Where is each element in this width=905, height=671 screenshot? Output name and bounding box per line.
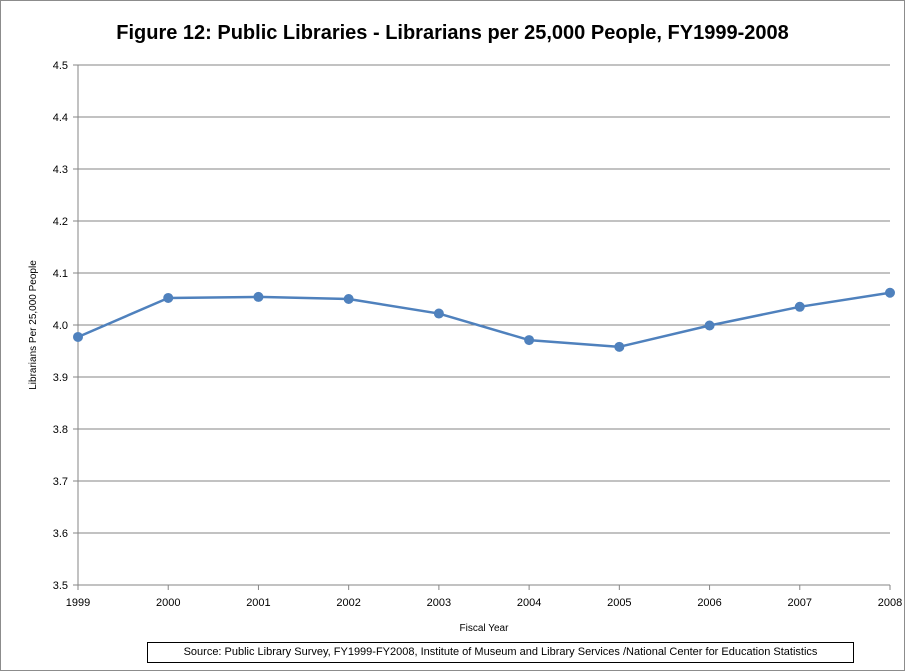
x-tick-label: 2007: [788, 597, 812, 609]
y-tick-label: 4.0: [53, 320, 68, 332]
chart-title: Figure 12: Public Libraries - Librarians…: [116, 22, 789, 44]
y-tick-label: 4.3: [53, 164, 68, 176]
data-point: [794, 301, 805, 312]
x-tick-label: 1999: [66, 597, 90, 609]
data-point: [614, 341, 625, 352]
source-note: Source: Public Library Survey, FY1999-FY…: [147, 642, 854, 663]
y-axis-title: Librarians Per 25,000 People: [28, 260, 39, 390]
y-tick-label: 3.7: [53, 476, 68, 488]
x-tick-label: 2004: [517, 597, 541, 609]
x-tick-label: 2008: [878, 597, 902, 609]
data-point: [704, 320, 715, 331]
series-line: [77, 291, 891, 349]
x-axis-title: Fiscal Year: [460, 623, 510, 634]
y-tick-label: 3.9: [53, 372, 68, 384]
x-tick-label: 2006: [697, 597, 721, 609]
data-point: [253, 291, 264, 302]
data-point: [73, 331, 83, 342]
y-tick-label: 4.2: [53, 216, 68, 228]
y-tick-label: 3.5: [53, 580, 68, 592]
y-tick-label: 4.4: [53, 112, 68, 124]
y-tick-label: 4.1: [53, 268, 68, 280]
y-tick-label: 4.5: [53, 60, 68, 72]
x-tick-label: 2001: [246, 597, 270, 609]
y-tick-label: 3.8: [53, 424, 68, 436]
x-tick-label: 2005: [607, 597, 631, 609]
data-point: [433, 308, 444, 319]
data-point: [163, 292, 174, 303]
y-tick-label: 3.6: [53, 528, 68, 540]
data-point: [885, 287, 895, 298]
data-point: [524, 335, 535, 346]
x-tick-label: 2003: [427, 597, 451, 609]
data-point: [343, 294, 354, 304]
x-tick-label: 2002: [336, 597, 360, 609]
x-tick-label: 2000: [156, 597, 180, 609]
